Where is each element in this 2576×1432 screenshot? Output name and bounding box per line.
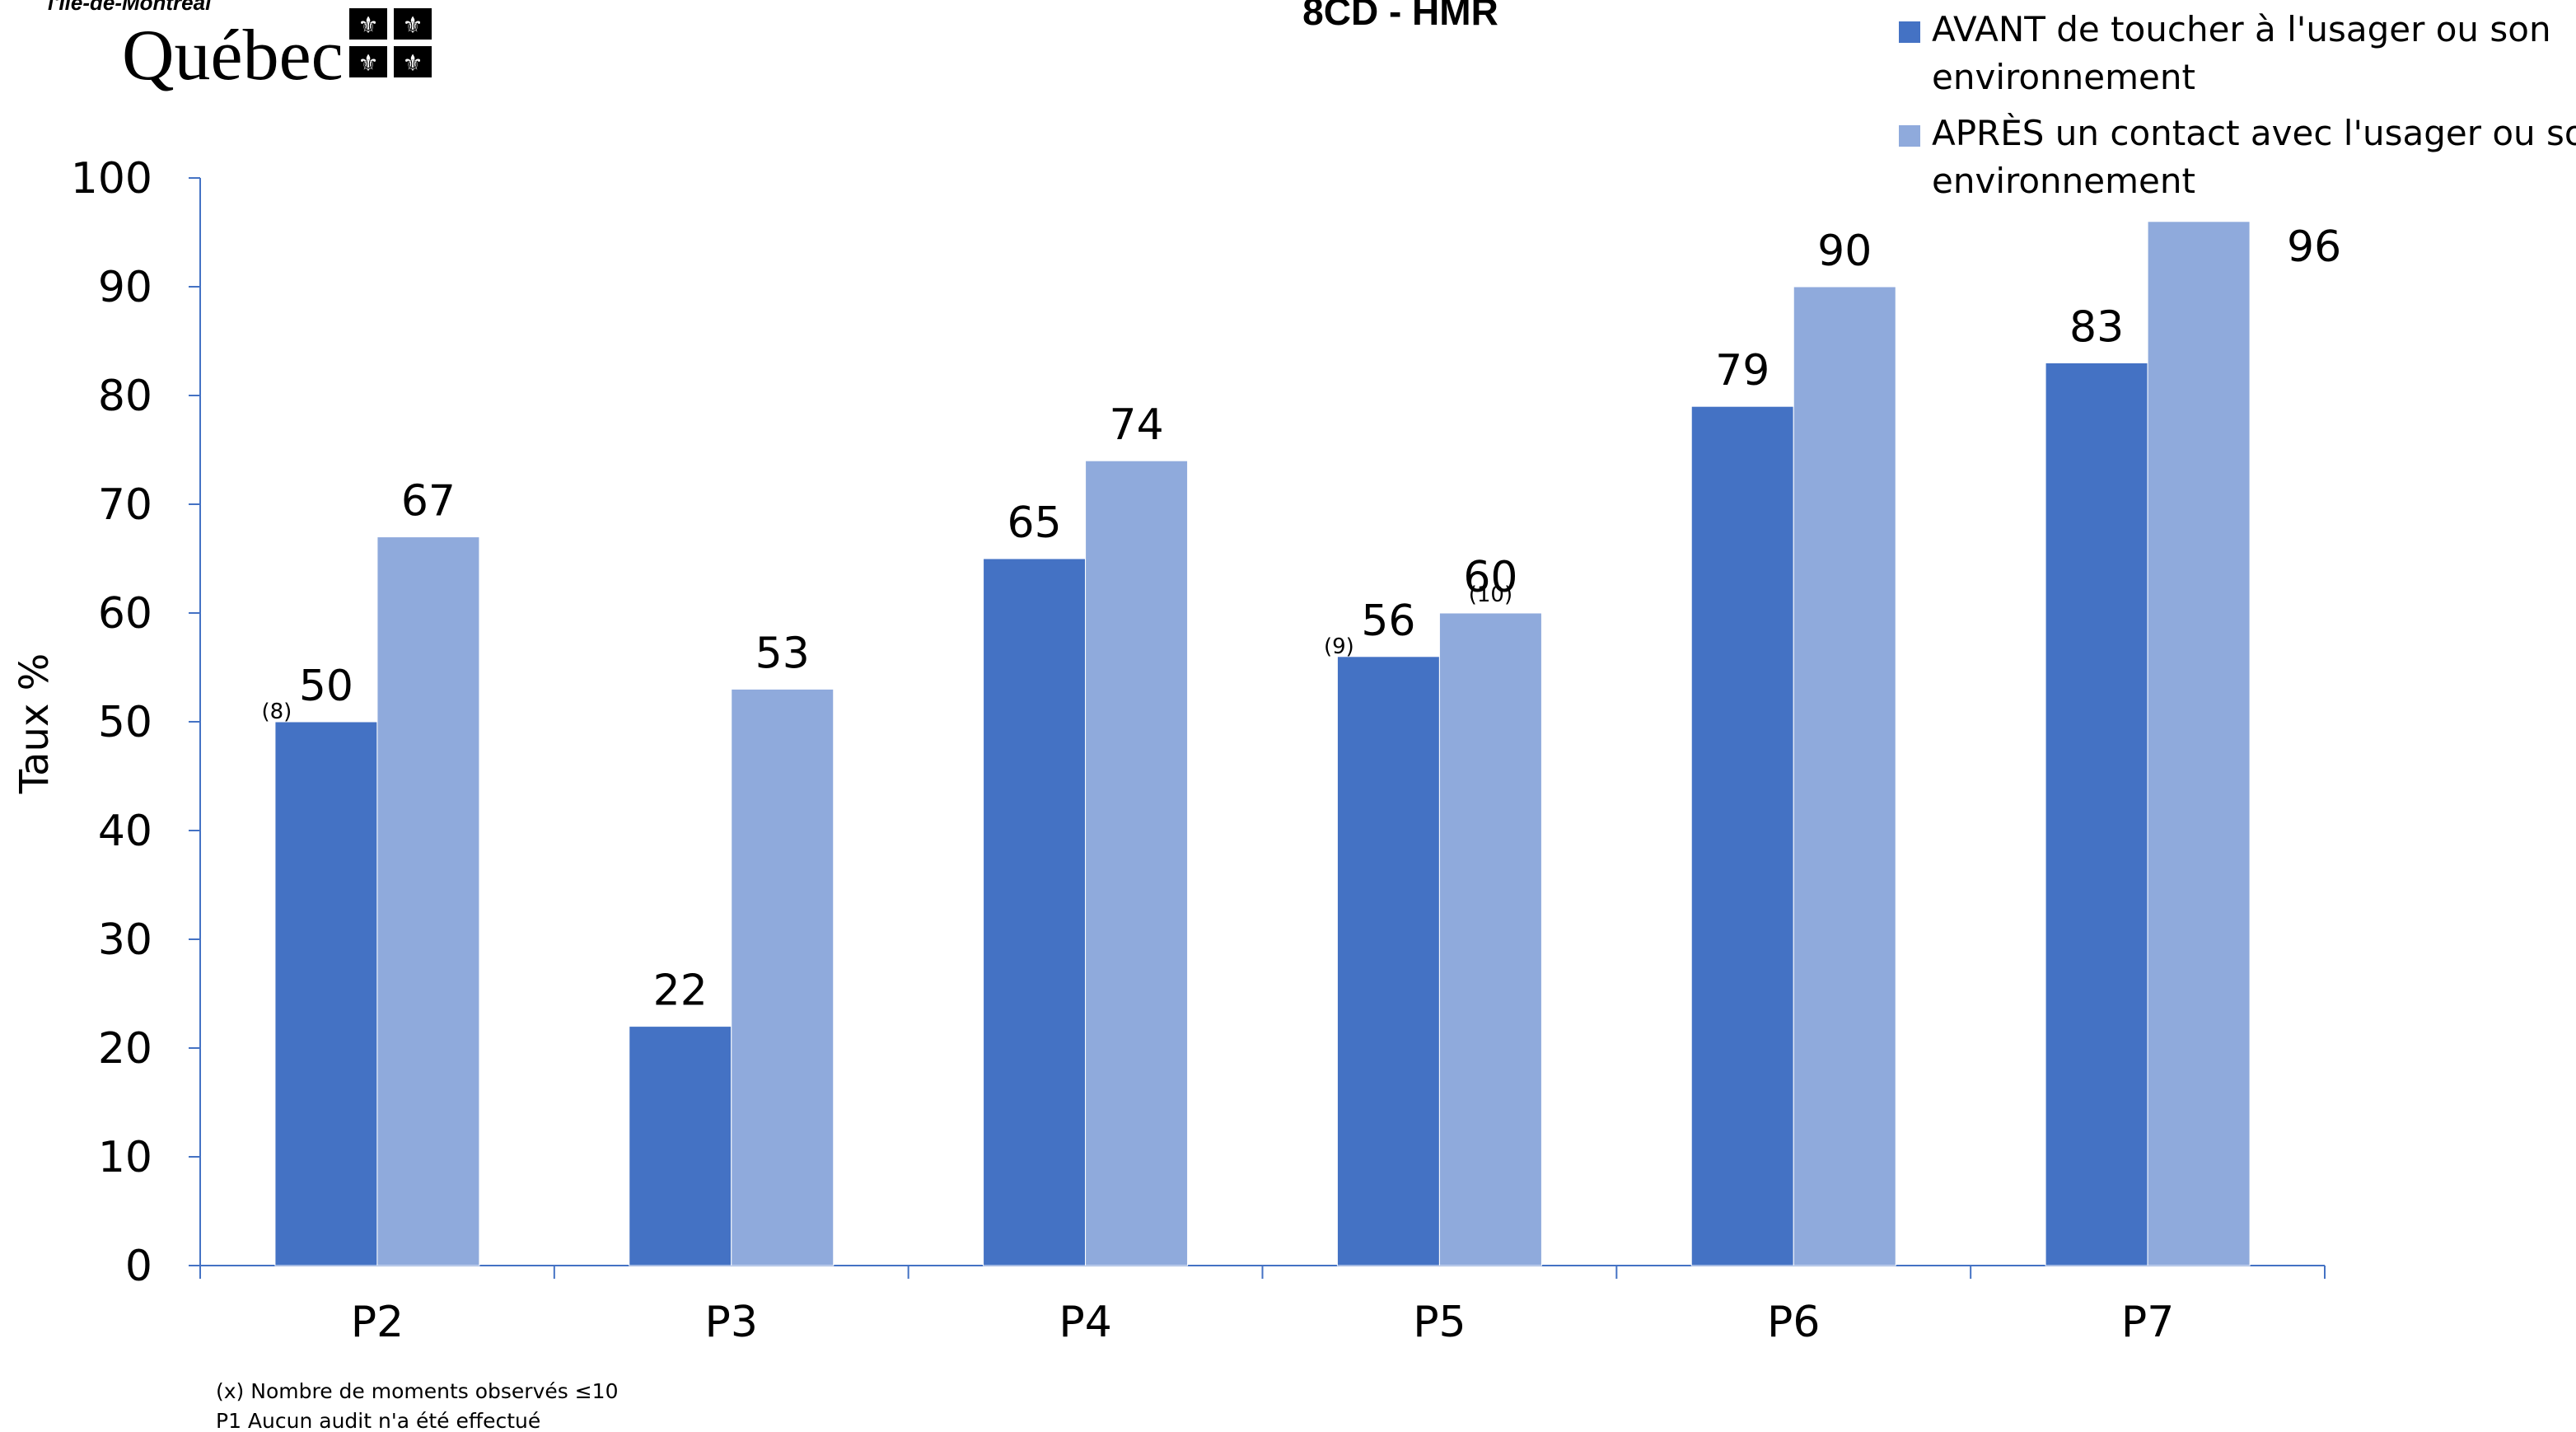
bar-avant [1690,405,1794,1266]
quebec-logo: l'Île-de-Montréal Québec ⚜ ⚜ ⚜ ⚜ [48,0,432,96]
bar-value-label: 90 [1817,227,1872,276]
y-tick-label: 70 [98,480,152,530]
y-tick-label: 50 [98,698,152,747]
x-tick-label: P4 [1059,1298,1111,1347]
bars [274,221,2251,1266]
bar-note-label: (8) [261,700,292,724]
bar-apres [1793,286,1896,1266]
bar-value-label: 83 [2069,302,2124,352]
bar-apres [1438,612,1542,1266]
x-tick-label: P3 [705,1298,758,1347]
y-tick-label: 10 [98,1133,152,1182]
bar-value-label: 74 [1109,400,1163,450]
legend-label: APRÈS un contact avec l'usager ou son env… [1932,112,2576,201]
footnote-p1: P1 Aucun audit n'a été effectué [216,1409,540,1432]
bar-avant [629,1026,732,1266]
y-tick-label: 0 [125,1242,152,1291]
bar-avant [274,721,378,1266]
bar-value-label: 79 [1715,346,1770,395]
legend-swatch [1899,21,1920,43]
logo-subtitle: l'Île-de-Montréal [48,0,212,15]
svg-text:⚜: ⚜ [358,49,378,77]
y-tick-label: 80 [98,372,152,421]
chart-title: 8CD - HMR [1302,0,1498,33]
bar-note-label: (10) [1469,583,1512,607]
y-tick-label: 40 [98,807,152,856]
bar-apres [731,688,835,1266]
footnote-observed: (x) Nombre de moments observés ≤10 [216,1379,618,1403]
legend: AVANT de toucher à l'usager ou son enviro… [1899,9,2576,201]
bar-value-label: 96 [2287,222,2341,272]
bar-value-label: 50 [299,662,353,711]
x-tick-label: P6 [1767,1298,1820,1347]
fleur-de-lis-flag-icon: ⚜ ⚜ ⚜ ⚜ [349,8,432,77]
bar-apres [1085,460,1189,1266]
legend-label: AVANT de toucher à l'usager ou son enviro… [1932,9,2551,97]
y-tick-label: 90 [98,263,152,312]
bar-value-label: 53 [755,629,810,678]
y-tick-label: 60 [98,589,152,639]
bar-apres [376,536,480,1266]
x-tick-label: P2 [351,1298,404,1347]
logo-name: Québec [122,16,344,96]
bar-value-label: 65 [1007,498,1061,548]
bar-avant [983,558,1087,1266]
bar-apres [2147,221,2251,1266]
svg-text:⚜: ⚜ [402,49,423,77]
bar-value-label: 60 [1463,553,1517,602]
x-tick-label: P5 [1413,1298,1466,1347]
bar-avant [1336,656,1440,1266]
bar-value-label: 22 [653,966,708,1016]
y-tick-label: 30 [98,915,152,965]
bar-value-label: 67 [401,477,456,526]
y-tick-label: 20 [98,1024,152,1074]
svg-text:⚜: ⚜ [402,12,423,39]
svg-text:⚜: ⚜ [358,12,378,39]
legend-swatch [1899,125,1920,147]
bar-labels: 50 (8) 22 65 56 (9) 79 83 67 53 74 60(10) 90 96 [261,222,2341,1016]
axes: 0 10 20 30 40 50 60 70 80 90 100 P2 P3 P4 P5 P6 P7 [71,154,2326,1347]
y-axis-label: Taux % [12,653,58,794]
bar-note-label: (9) [1324,634,1354,659]
bar-avant [2045,362,2148,1266]
bar-value-label: 56 [1361,597,1415,646]
y-tick-label: 100 [71,154,152,204]
x-tick-label: P7 [2121,1298,2174,1347]
